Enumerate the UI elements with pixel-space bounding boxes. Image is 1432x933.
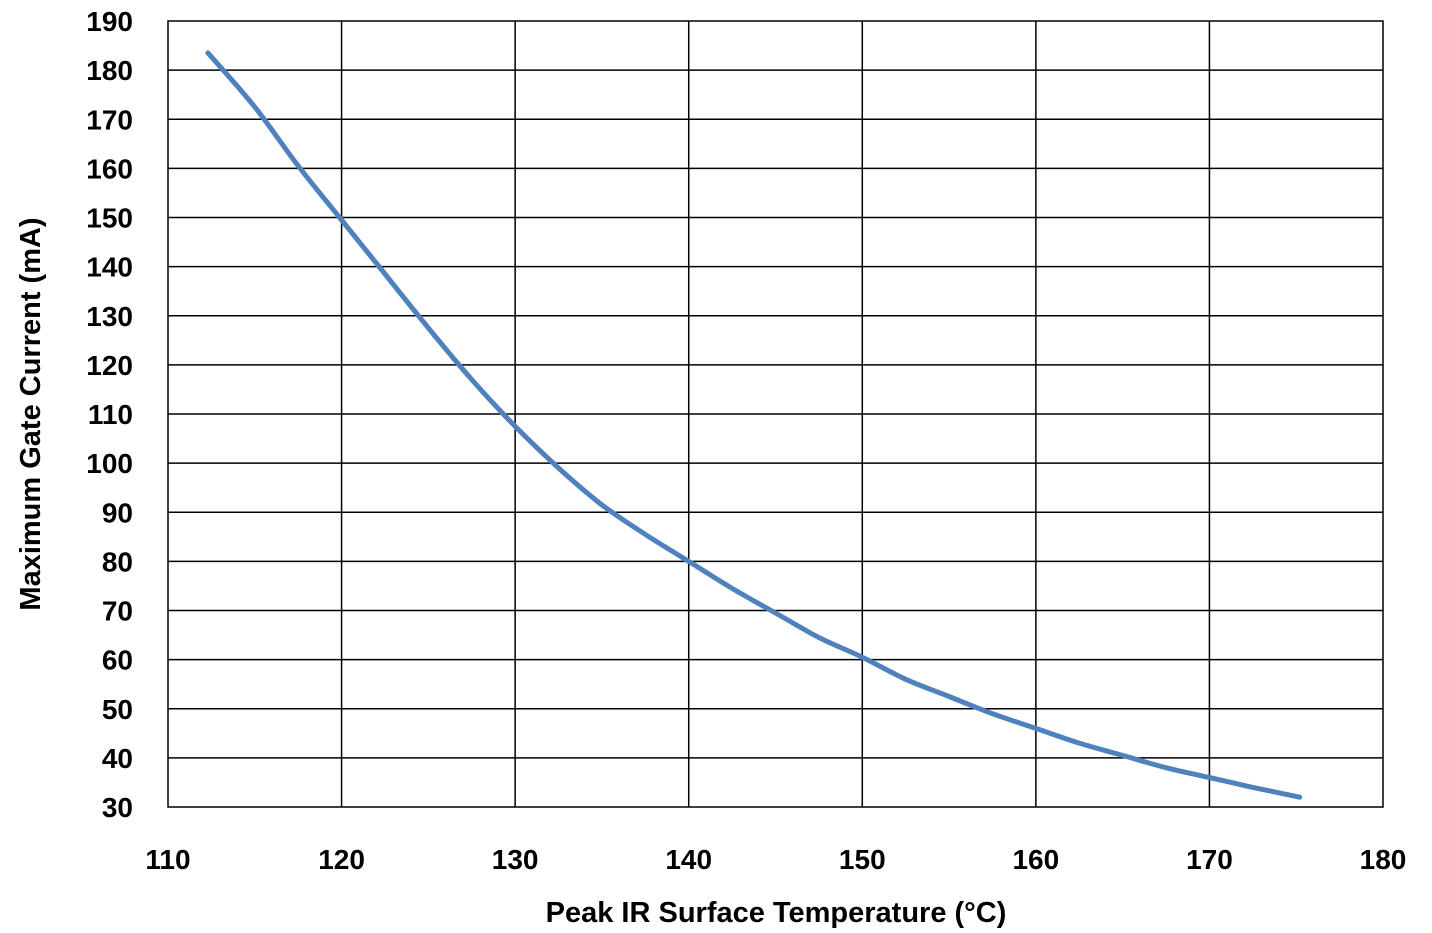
- x-tick-label: 170: [1186, 844, 1233, 875]
- series-group: [205, 50, 1303, 800]
- y-tick-label: 120: [86, 350, 133, 381]
- y-tick-label: 90: [102, 497, 133, 528]
- x-tick-label: 180: [1360, 844, 1407, 875]
- y-tick-label: 30: [102, 792, 133, 823]
- x-tick-label: 150: [839, 844, 886, 875]
- plot-border: [167, 20, 1384, 808]
- x-tick-label: 140: [665, 844, 712, 875]
- y-tick-label: 110: [88, 399, 133, 430]
- y-tick-label: 70: [102, 596, 133, 627]
- y-tick-label: 50: [102, 694, 133, 725]
- y-tick-label: 100: [86, 448, 133, 479]
- y-tick-label: 40: [102, 743, 133, 774]
- x-tick-labels: 110 120 130 140 150 160 170 180: [145, 844, 1406, 875]
- y-tick-label: 150: [86, 203, 133, 234]
- y-tick-label: 60: [102, 645, 133, 676]
- y-tick-label: 80: [102, 546, 133, 577]
- y-axis-title: Maximum Gate Current (mA): [15, 217, 47, 610]
- y-tick-label: 180: [86, 55, 133, 86]
- x-tick-label: 120: [318, 844, 365, 875]
- x-tick-label: 130: [492, 844, 539, 875]
- x-tick-label: 110: [145, 844, 190, 875]
- y-tick-label: 160: [86, 153, 133, 184]
- y-tick-label: 170: [86, 104, 133, 135]
- y-tick-label: 140: [86, 252, 133, 283]
- y-tick-label: 190: [86, 6, 133, 37]
- y-tick-labels: 30 40 50 60 70 80 90 100 110 120 130 140 150 160 170 18…: [86, 6, 133, 823]
- series-line: [205, 50, 1303, 800]
- x-tick-label: 160: [1012, 844, 1059, 875]
- y-tick-label: 130: [86, 301, 133, 332]
- x-axis-title: Peak IR Surface Temperature (°C): [546, 897, 1007, 929]
